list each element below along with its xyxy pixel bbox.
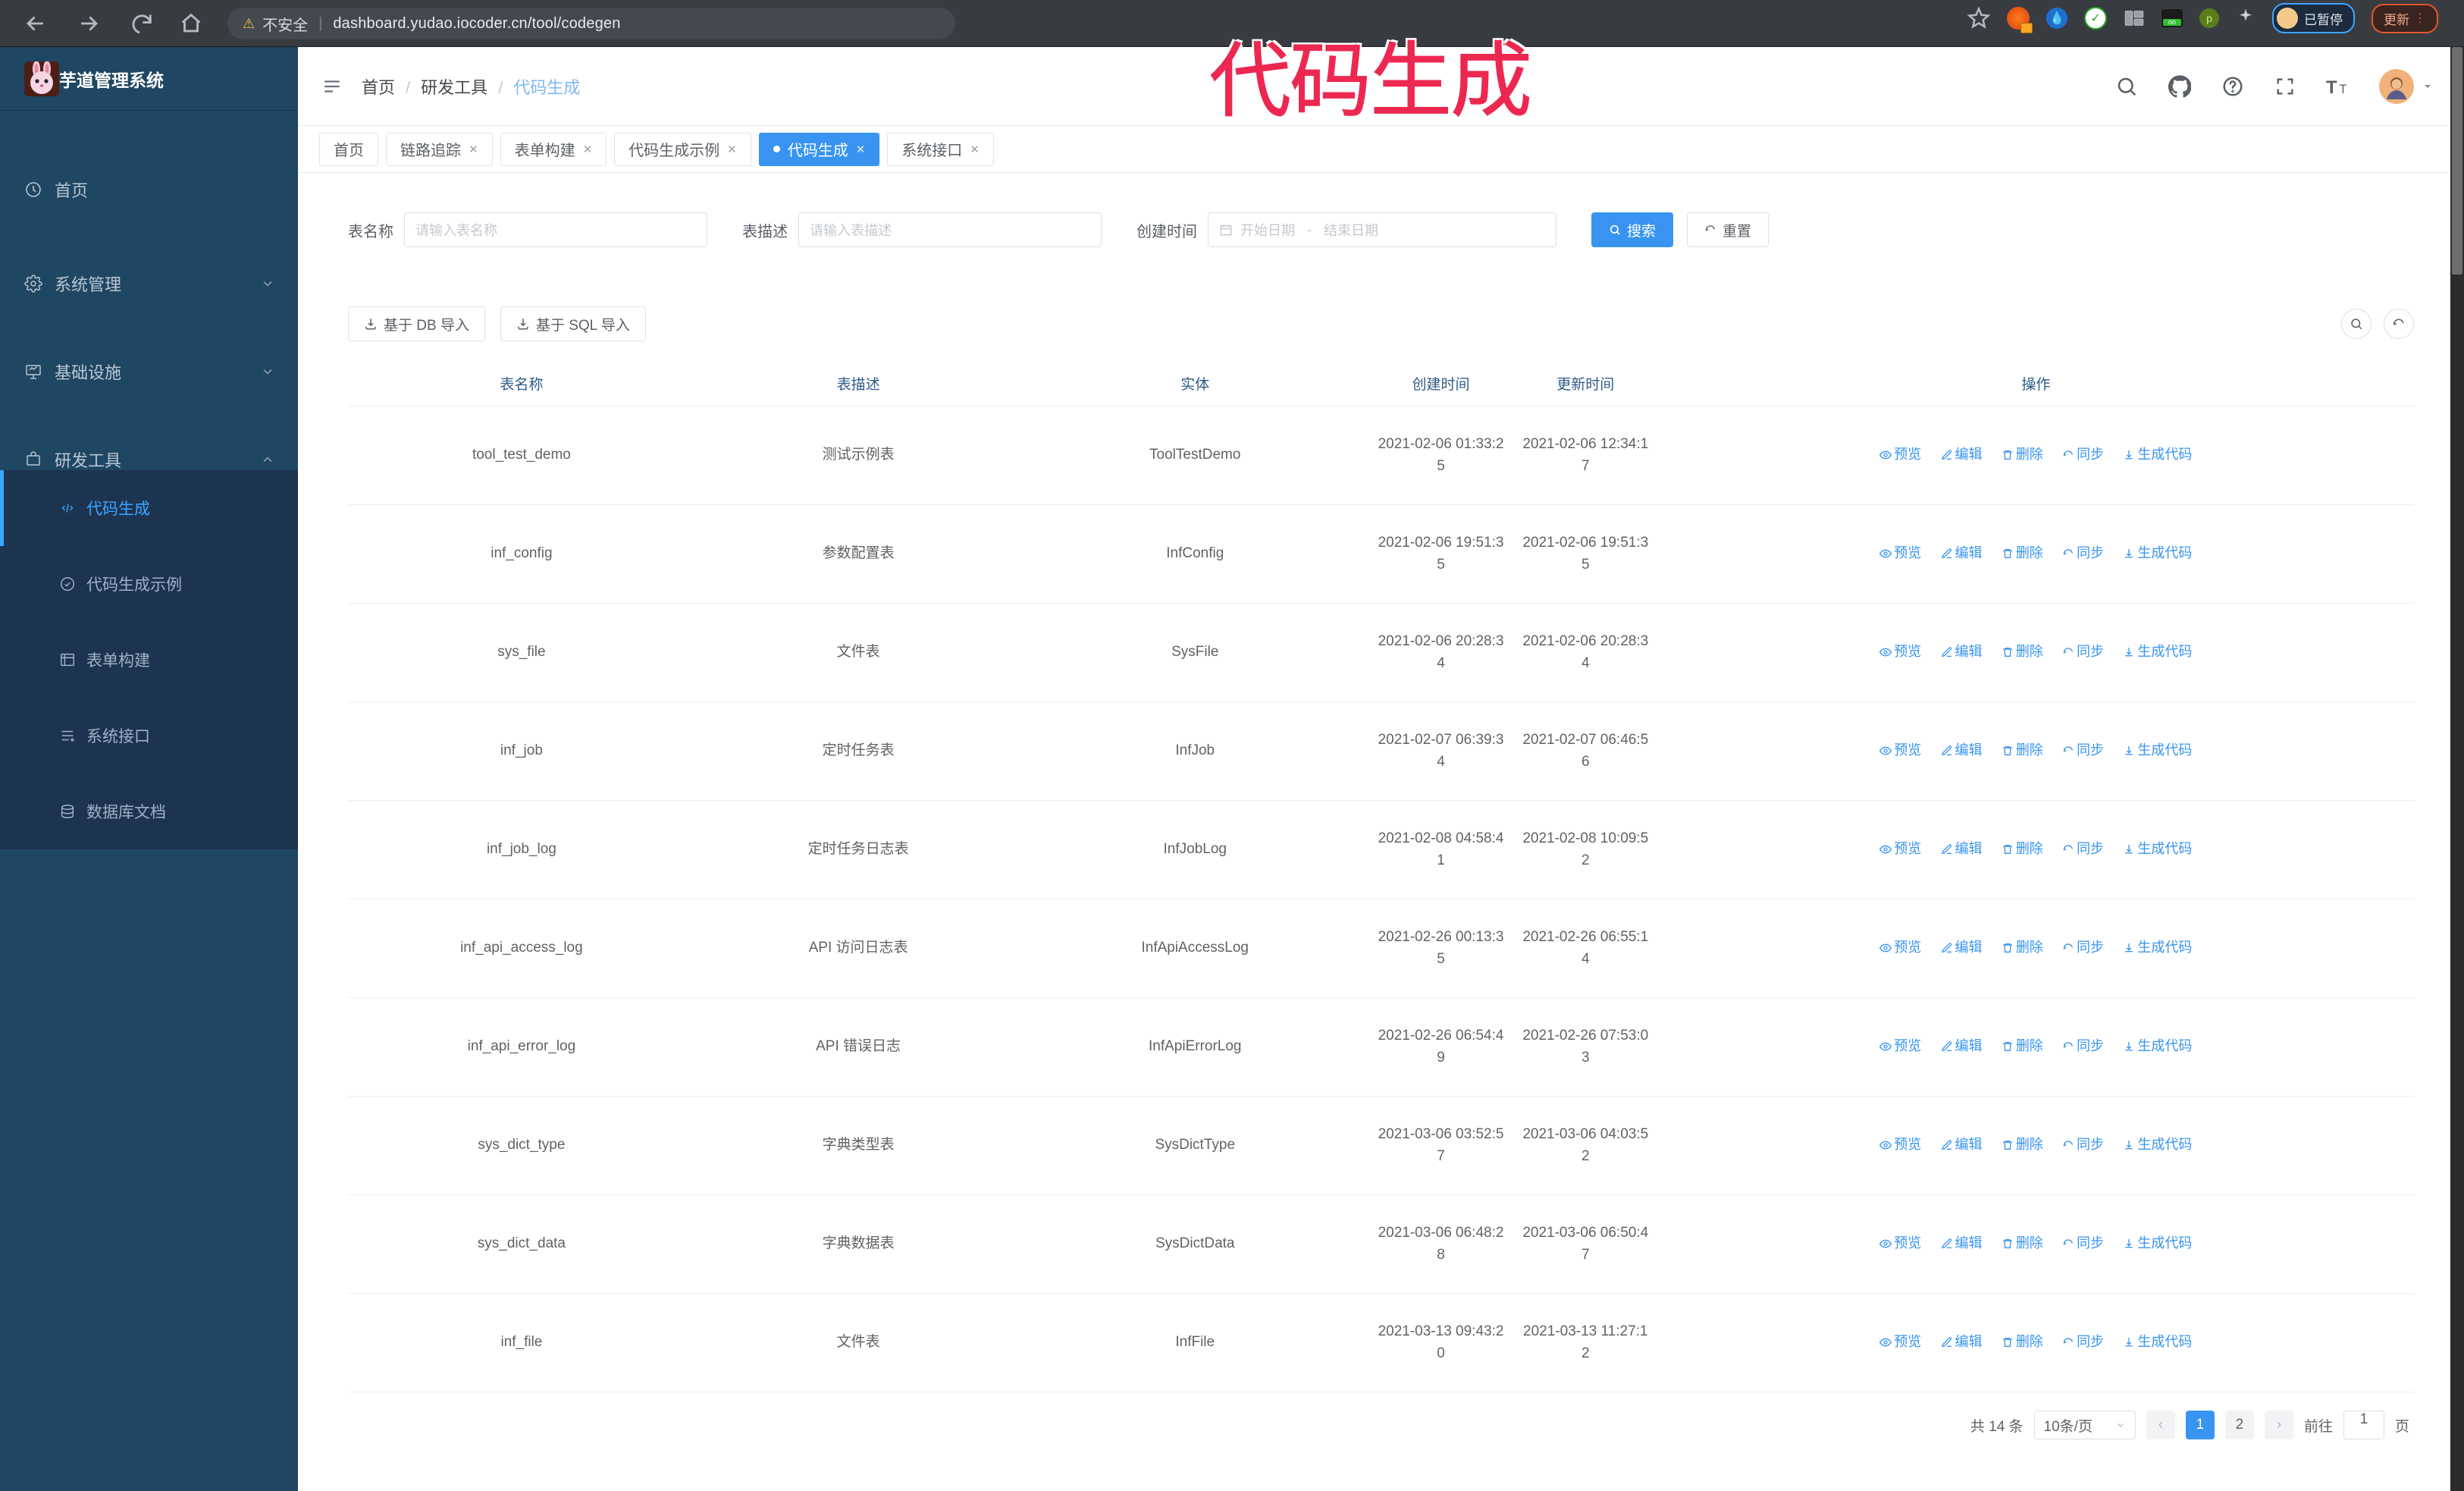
svg-text:T: T [2326,77,2337,98]
svg-text:T: T [2340,83,2347,96]
